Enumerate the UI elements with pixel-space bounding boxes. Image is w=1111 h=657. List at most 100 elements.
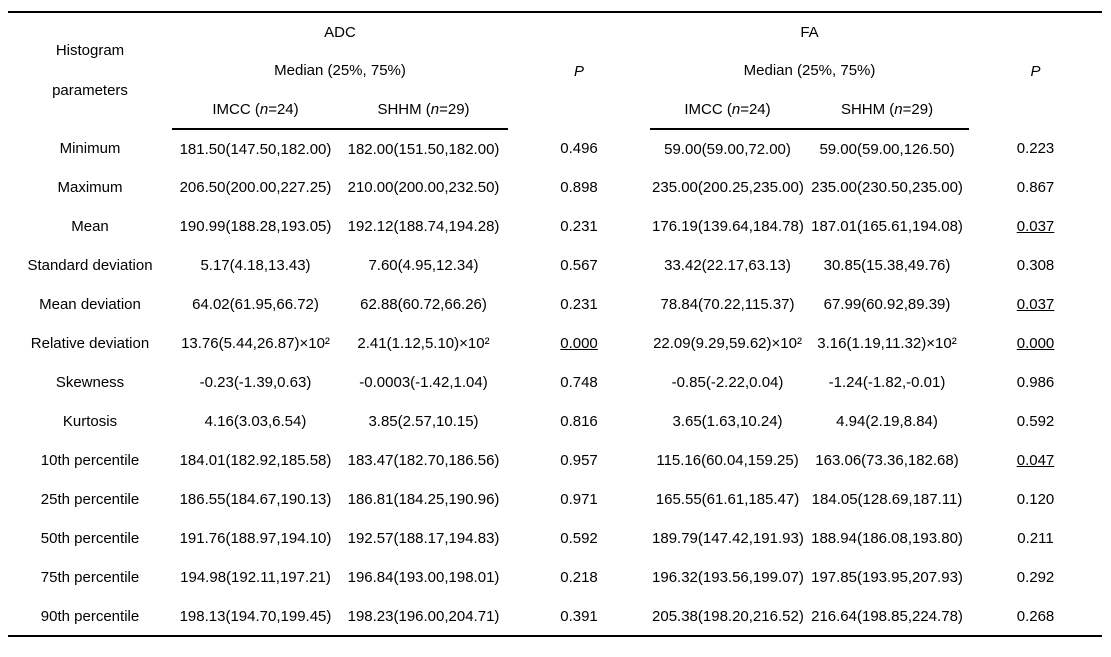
value-cell: -0.23(-1.39,0.63) xyxy=(199,374,312,391)
adc-p-column-header: P xyxy=(574,62,585,80)
p-value-cell: 0.268 xyxy=(1016,607,1055,625)
group-label: IMCC ( xyxy=(684,100,732,118)
value-cell: 67.99(60.92,89.39) xyxy=(823,296,951,313)
value-cell: -0.0003(-1.42,1.04) xyxy=(359,374,488,391)
table-row: Skewness -0.23(-1.39,0.63) -0.0003(-1.42… xyxy=(8,363,1102,402)
p-value-cell: 0.231 xyxy=(560,218,598,235)
value-cell: 30.85(15.38,49.76) xyxy=(823,257,951,274)
n-count: =24) xyxy=(740,100,771,118)
table-row: 10th percentile 184.01(182.92,185.58) 18… xyxy=(8,441,1102,480)
p-value-cell: 0.292 xyxy=(1016,569,1055,586)
p-value-cell: 0.218 xyxy=(560,569,598,586)
param-cell: 50th percentile xyxy=(40,530,140,547)
param-cell: Standard deviation xyxy=(27,257,153,274)
p-value-cell: 0.496 xyxy=(560,140,598,157)
p-value-cell: 0.971 xyxy=(560,491,598,508)
value-cell: -0.85(-2.22,0.04) xyxy=(671,374,784,391)
p-value-cell: 0.867 xyxy=(1016,179,1055,196)
p-value-cell: 0.231 xyxy=(560,296,598,313)
param-header-line2: parameters xyxy=(52,82,128,99)
group-label: SHHM ( xyxy=(840,100,895,118)
table-row: Relative deviation 13.76(5.44,26.87)×10²… xyxy=(8,324,1102,363)
param-header-line1: Histogram xyxy=(55,42,125,59)
value-cell: 192.12(188.74,194.28) xyxy=(347,218,500,235)
value-cell: 176.19(139.64,184.78) xyxy=(652,218,804,235)
value-cell: 4.94(2.19,8.84) xyxy=(836,413,938,430)
p-value-cell: 0.211 xyxy=(1017,530,1054,547)
value-cell: 4.16(3.03,6.54) xyxy=(204,413,307,430)
param-cell: Minimum xyxy=(59,140,121,157)
value-cell: 186.55(184.67,190.13) xyxy=(179,491,332,508)
value-cell: 196.84(193.00,198.01) xyxy=(347,569,500,586)
param-cell: Maximum xyxy=(57,179,123,196)
n-count: =29) xyxy=(439,100,470,118)
table-row: 50th percentile 191.76(188.97,194.10) 19… xyxy=(8,519,1102,558)
value-cell: 187.01(165.61,194.08) xyxy=(811,218,963,235)
p-value-cell: 0.898 xyxy=(560,179,598,196)
table-row: Kurtosis 4.16(3.03,6.54) 3.85(2.57,10.15… xyxy=(8,402,1102,441)
n-variable: n xyxy=(430,100,440,118)
value-cell: 183.47(182.70,186.56) xyxy=(347,452,500,469)
param-column-header: Histogram parameters xyxy=(8,12,172,129)
p-value-cell: 0.000 xyxy=(1016,335,1055,352)
param-cell: Skewness xyxy=(55,374,125,391)
value-cell: 192.57(188.17,194.83) xyxy=(347,530,500,547)
value-cell: 163.06(73.36,182.68) xyxy=(815,452,959,469)
table-row: Maximum 206.50(200.00,227.25) 210.00(200… xyxy=(8,168,1102,207)
value-cell: 194.98(192.11,197.21) xyxy=(180,569,331,586)
p-value-cell: 0.308 xyxy=(1016,257,1055,274)
param-cell: 90th percentile xyxy=(40,607,140,625)
value-cell: 5.17(4.18,13.43) xyxy=(200,257,311,274)
table-row: 25th percentile 186.55(184.67,190.13) 18… xyxy=(8,480,1102,519)
p-value-cell: 0.957 xyxy=(560,452,598,469)
fa-median-header: Median (25%, 75%) xyxy=(743,62,876,79)
value-cell: 62.88(60.72,66.26) xyxy=(360,296,487,313)
fa-shhm-column-header: SHHM (n=29) xyxy=(805,90,970,130)
p-value-cell: 0.000 xyxy=(560,335,598,352)
value-cell: 189.79(147.42,191.93) xyxy=(652,530,804,547)
p-value-cell: 0.592 xyxy=(560,530,598,547)
p-value-cell: 0.986 xyxy=(1016,374,1055,391)
value-cell: 191.76(188.97,194.10) xyxy=(179,530,332,547)
adc-imcc-column-header: IMCC (n=24) xyxy=(172,90,339,130)
p-value-cell: 0.223 xyxy=(1016,140,1055,157)
value-cell: 186.81(184.25,190.96) xyxy=(347,491,500,508)
table-header: Histogram parameters ADC P FA P Median (… xyxy=(8,12,1102,130)
value-cell: 165.55(61.61,185.47) xyxy=(655,491,800,508)
param-cell: 75th percentile xyxy=(40,569,140,586)
fa-p-column-header: P xyxy=(1030,62,1041,80)
p-value-cell: 0.047 xyxy=(1016,452,1055,469)
table-row: Minimum 181.50(147.50,182.00) 182.00(151… xyxy=(8,129,1102,168)
param-cell: Kurtosis xyxy=(62,413,118,430)
value-cell: 210.00(200.00,232.50) xyxy=(347,179,500,196)
p-value-cell: 0.037 xyxy=(1016,296,1055,313)
value-cell: 3.85(2.57,10.15) xyxy=(368,413,479,430)
value-cell: 205.38(198.20,216.52) xyxy=(652,607,804,625)
value-cell: 2.41(1.12,5.10)×10² xyxy=(357,335,490,352)
adc-median-header: Median (25%, 75%) xyxy=(274,62,406,79)
n-variable: n xyxy=(731,100,741,118)
value-cell: 7.60(4.95,12.34) xyxy=(368,257,479,274)
table-row: Mean 190.99(188.28,193.05) 192.12(188.74… xyxy=(8,207,1102,246)
table-row: Standard deviation 5.17(4.18,13.43) 7.60… xyxy=(8,246,1102,285)
p-value-cell: 0.592 xyxy=(1016,413,1055,430)
value-cell: 3.65(1.63,10.24) xyxy=(672,413,783,430)
p-value-cell: 0.037 xyxy=(1016,218,1055,235)
table-row: Mean deviation 64.02(61.95,66.72) 62.88(… xyxy=(8,285,1102,324)
table-row: 90th percentile 198.13(194.70,199.45) 19… xyxy=(8,597,1102,636)
fa-group-header: FA xyxy=(800,23,819,41)
value-cell: 13.76(5.44,26.87)×10² xyxy=(181,335,330,352)
group-label: IMCC ( xyxy=(212,100,260,118)
value-cell: 3.16(1.19,11.32)×10² xyxy=(817,335,957,352)
p-value-cell: 0.567 xyxy=(560,257,598,274)
value-cell: 78.84(70.22,115.37) xyxy=(660,296,795,313)
value-cell: 196.32(193.56,199.07) xyxy=(652,569,804,586)
value-cell: 216.64(198.85,224.78) xyxy=(811,607,963,625)
n-count: =24) xyxy=(268,100,299,118)
value-cell: -1.24(-1.82,-0.01) xyxy=(828,374,946,391)
value-cell: 182.00(151.50,182.00) xyxy=(347,140,500,158)
param-cell: Mean xyxy=(71,218,109,235)
value-cell: 64.02(61.95,66.72) xyxy=(192,296,319,313)
value-cell: 206.50(200.00,227.25) xyxy=(179,179,332,196)
histogram-parameters-table: Histogram parameters ADC P FA P Median (… xyxy=(8,11,1103,637)
